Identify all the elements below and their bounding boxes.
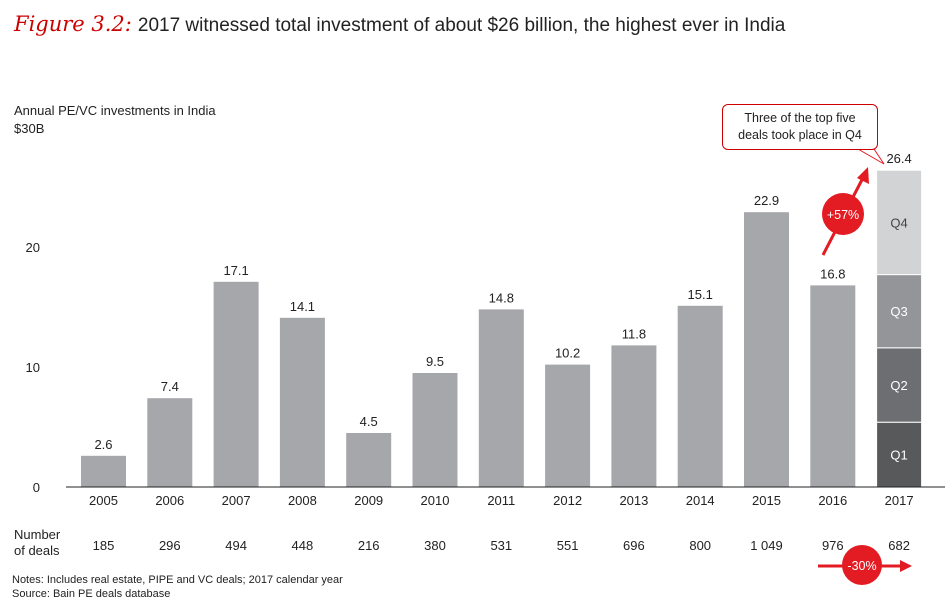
bar: [677, 305, 723, 487]
x-tick-label: 2012: [553, 493, 582, 508]
bar: [810, 285, 856, 487]
x-tick-label: 2014: [686, 493, 715, 508]
deal-count: 448: [292, 538, 314, 553]
deals-row-label: Number of deals: [14, 527, 60, 559]
bar: [611, 345, 657, 487]
callout-pointer: [856, 148, 885, 165]
bar: [279, 317, 325, 487]
bar: [346, 433, 392, 487]
x-tick-label: 2010: [421, 493, 450, 508]
bar-value-label: 14.1: [290, 299, 315, 314]
bar-value-label: 4.5: [360, 414, 378, 429]
x-tick-label: 2006: [155, 493, 184, 508]
deal-count: 216: [358, 538, 380, 553]
bar-segment-q4: [876, 169, 923, 276]
bar: [213, 281, 259, 487]
deals-change-badge: [842, 545, 882, 585]
figure-label: Figure 3.2:: [14, 12, 132, 36]
y-tick-label: 20: [26, 240, 40, 255]
callout-line-2: deals took place in Q4: [738, 128, 862, 142]
bar-value-label: 14.8: [489, 290, 514, 305]
growth-label: +57%: [827, 208, 859, 222]
deal-count: 185: [93, 538, 115, 553]
bar-value-label: 11.8: [622, 326, 646, 341]
deal-count: 296: [159, 538, 181, 553]
bar-value-label: 10.2: [555, 346, 580, 361]
bar-value-label: 22.9: [754, 193, 779, 208]
segment-label: Q2: [890, 378, 907, 393]
x-tick-label: 2016: [818, 493, 847, 508]
deal-count: 380: [424, 538, 446, 553]
segment-label: Q1: [890, 448, 907, 463]
deals-label-line-1: Number: [14, 527, 61, 542]
bar: [545, 364, 591, 487]
deal-count: 551: [557, 538, 579, 553]
bar-segment-q1: [876, 421, 923, 488]
bar-value-label: 2.6: [94, 437, 112, 452]
deal-count: 494: [225, 538, 247, 553]
x-tick-label: 2013: [619, 493, 648, 508]
deal-count: 800: [689, 538, 711, 553]
deals-arrow-head: [900, 560, 912, 572]
x-tick-label: 2008: [288, 493, 317, 508]
bar: [81, 455, 126, 487]
q4-callout: Three of the top five deals took place i…: [722, 104, 878, 150]
bar: [412, 373, 458, 487]
x-tick-label: 2005: [89, 493, 118, 508]
notes-line: Notes: Includes real estate, PIPE and VC…: [12, 574, 343, 586]
deal-count: 1 049: [750, 538, 783, 553]
notes: Notes: Includes real estate, PIPE and VC…: [12, 573, 343, 601]
y-axis-top-label: $30B: [14, 121, 45, 136]
source-line: Source: Bain PE deals database: [12, 588, 171, 600]
x-tick-label: 2009: [354, 493, 383, 508]
bar-value-label: 15.1: [688, 287, 713, 302]
bar-value-label: 7.4: [161, 379, 179, 394]
x-tick-label: 2015: [752, 493, 781, 508]
bar-value-label: 9.5: [426, 354, 444, 369]
bar-value-label: 17.1: [223, 263, 248, 278]
deals-change-label: -30%: [847, 559, 876, 573]
bar: [478, 309, 524, 487]
figure-title-text: 2017 witnessed total investment of about…: [137, 15, 786, 36]
deal-count: 976: [822, 538, 844, 553]
figure-title: Figure 3.2: 2017 witnessed total investme…: [14, 12, 785, 37]
y-axis-label: Annual PE/VC investments in India: [14, 103, 216, 118]
y-tick-label: 10: [26, 360, 40, 375]
y-tick-label: 0: [33, 480, 40, 495]
deal-count: 682: [888, 538, 910, 553]
bar-segment-q3: [876, 274, 923, 349]
growth-badge: [822, 193, 864, 235]
deals-label-line-2: of deals: [14, 543, 60, 558]
bar-segment-q2: [876, 347, 923, 423]
deal-count: 696: [623, 538, 645, 553]
segment-label: Q4: [890, 215, 907, 230]
deal-count: 531: [490, 538, 512, 553]
x-tick-label: 2017: [885, 493, 914, 508]
bar-value-label: 26.4: [886, 151, 911, 166]
callout-line-1: Three of the top five: [744, 111, 856, 125]
bar: [744, 212, 789, 487]
bar: [147, 398, 193, 487]
bar-value-label: 16.8: [820, 266, 845, 281]
segment-label: Q3: [890, 304, 907, 319]
x-tick-label: 2011: [487, 493, 515, 508]
growth-arrow-head: [857, 167, 869, 184]
x-tick-label: 2007: [222, 493, 251, 508]
